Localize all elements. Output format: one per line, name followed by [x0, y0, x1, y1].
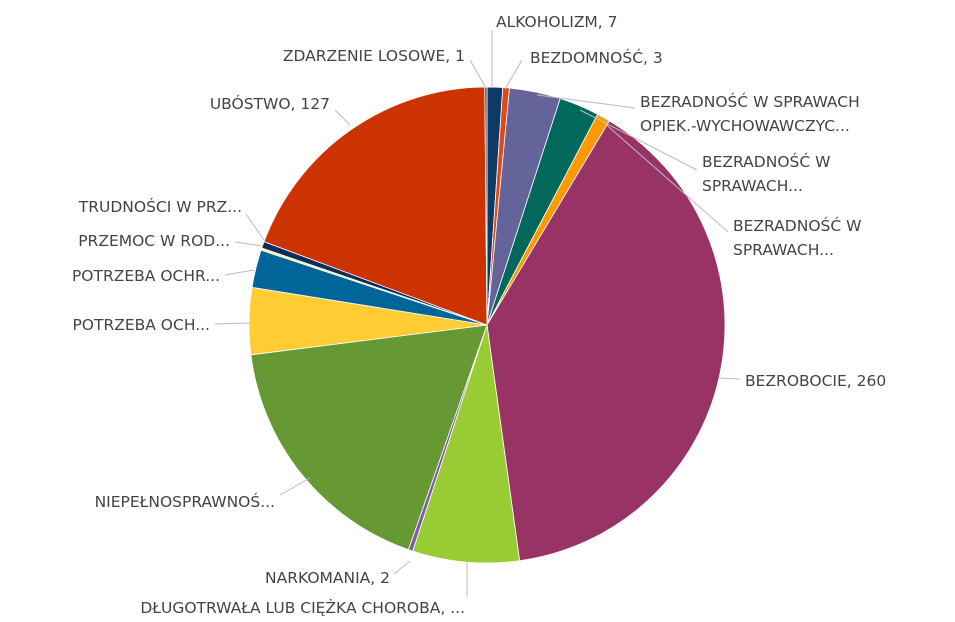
leader-line	[536, 94, 636, 109]
leader-line	[469, 59, 487, 89]
leader-line	[234, 241, 263, 247]
pie-slice	[263, 86, 488, 326]
slice-label: BEZDOMNOŚĆ, 3	[530, 48, 663, 67]
slice-label: BEZRADNOŚĆ W SPRAWACH...	[702, 152, 830, 195]
leader-line	[393, 560, 411, 575]
slice-label: PRZEMOC W ROD...	[78, 232, 230, 250]
pie-slice	[486, 120, 726, 562]
leader-line	[279, 477, 311, 496]
slice-label: TRUDNOŚCI W PRZ...	[78, 197, 242, 216]
slice-label: BEZROBOCIE, 260	[745, 372, 886, 390]
pie-slice	[250, 324, 488, 551]
leader-line	[214, 322, 251, 325]
leader-line	[504, 59, 523, 90]
slice-label: DŁUGOTRWAŁA LUB CIĘŻKA CHOROBA, ...	[140, 598, 465, 617]
leader-line	[224, 269, 255, 276]
slice-label: ZDARZENIE LOSOWE, 1	[283, 47, 465, 65]
slice-label: NIEPEŁNOSPRAWNOŚ...	[95, 492, 275, 511]
leader-line	[579, 109, 698, 171]
slice-label: UBÓSTWO, 127	[210, 94, 330, 113]
slice-label: POTRZEBA OCHR...	[72, 267, 220, 285]
leader-line	[601, 120, 729, 233]
leader-line	[245, 213, 265, 241]
leader-line	[718, 377, 741, 380]
leader-line	[334, 109, 351, 126]
slice-label: NARKOMANIA, 2	[265, 569, 390, 587]
slice-label: BEZRADNOŚĆ W SPRAWACH OPIEK.-WYCHOWAWCZYC…	[640, 92, 860, 135]
pie-slice	[412, 324, 521, 564]
slice-label: ALKOHOLIZM, 7	[496, 13, 618, 31]
slice-label: POTRZEBA OCH...	[72, 316, 210, 334]
slice-label: BEZRADNOŚĆ W SPRAWACH...	[733, 216, 861, 259]
